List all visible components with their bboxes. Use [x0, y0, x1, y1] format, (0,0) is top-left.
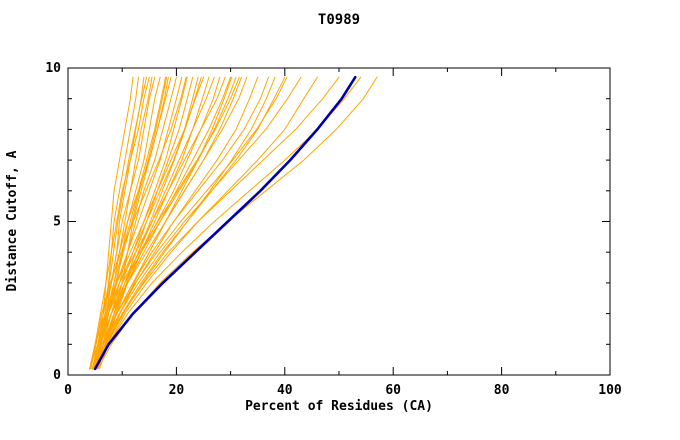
model-curve: [94, 76, 177, 370]
x-tick-label: 60: [385, 383, 401, 398]
x-axis-label: Percent of Residues (CA): [245, 399, 433, 414]
model-curve: [97, 76, 153, 370]
x-tick-label: 40: [277, 383, 293, 398]
model-curve: [91, 76, 340, 370]
model-curve: [97, 76, 148, 370]
model-curve: [94, 76, 318, 370]
curves-group: [89, 75, 378, 371]
model-curve: [94, 76, 199, 370]
highlight-curve: [93, 75, 357, 371]
model-curve: [98, 76, 233, 370]
model-curve: [89, 76, 226, 370]
ticks-group: [67, 67, 611, 376]
y-tick-label: 5: [53, 215, 61, 230]
tick-labels-group: 0 20 40 60 80 100 0 5 10: [45, 61, 622, 398]
x-tick-label: 20: [169, 383, 185, 398]
y-axis-label: Distance Cutoff, A: [5, 150, 20, 291]
model-curve: [96, 76, 276, 370]
x-tick-label: 0: [64, 383, 72, 398]
x-tick-label: 80: [494, 383, 510, 398]
model-curve: [91, 76, 302, 370]
model-curve: [92, 76, 240, 370]
model-curve: [97, 76, 210, 370]
y-tick-label: 0: [53, 368, 61, 383]
model-curve: [90, 76, 187, 370]
y-tick-label: 10: [45, 61, 61, 76]
chart-title: T0989: [318, 12, 360, 28]
x-tick-label: 100: [598, 383, 622, 398]
plot-frame: [67, 67, 611, 376]
model-curve: [91, 76, 139, 370]
model-curve: [89, 76, 172, 370]
model-curve: [91, 76, 288, 370]
model-curve: [89, 76, 150, 370]
